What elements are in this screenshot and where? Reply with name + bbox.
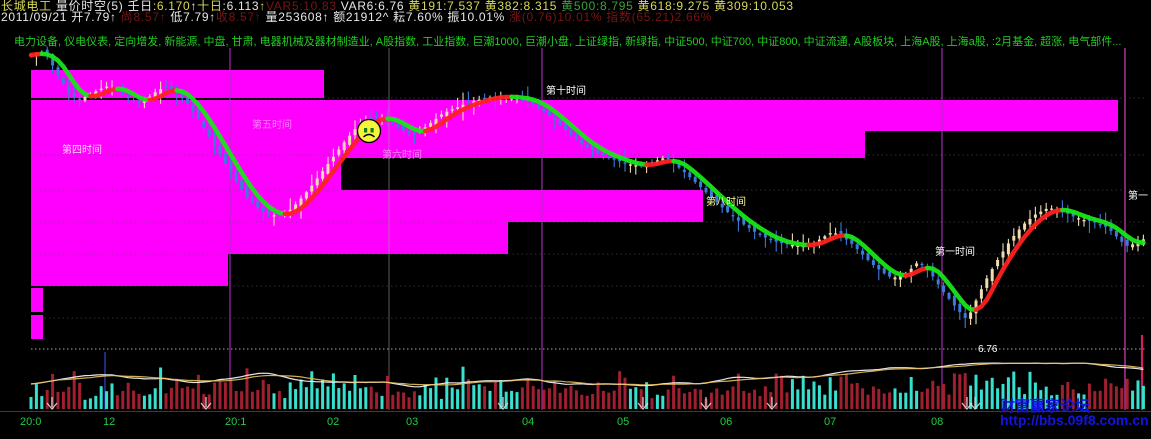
svg-text:05: 05 xyxy=(617,416,629,428)
svg-text:02: 02 xyxy=(327,416,339,428)
svg-text:03: 03 xyxy=(406,416,418,428)
svg-text:20:1: 20:1 xyxy=(225,416,246,428)
svg-text:20:0: 20:0 xyxy=(20,416,41,428)
svg-text:08: 08 xyxy=(931,416,943,428)
svg-text:04: 04 xyxy=(522,416,534,428)
svg-text:06: 06 xyxy=(720,416,732,428)
svg-text:07: 07 xyxy=(824,416,836,428)
svg-text:12: 12 xyxy=(103,416,115,428)
